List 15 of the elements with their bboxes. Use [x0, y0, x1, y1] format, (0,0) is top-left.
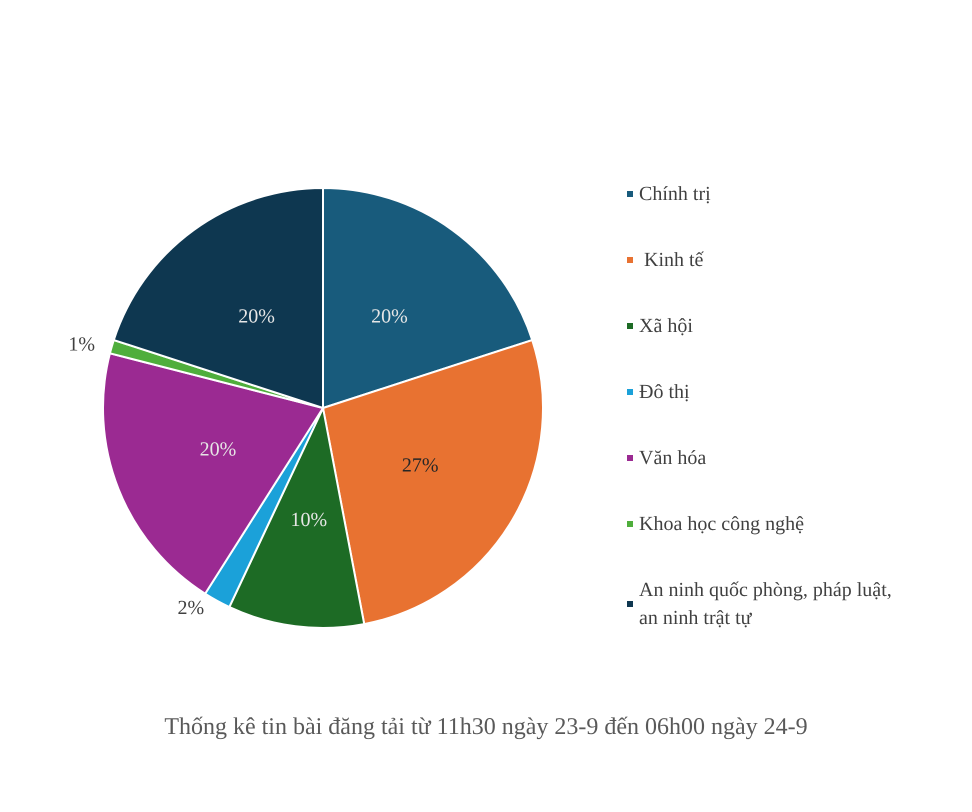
- legend-label: Xã hội: [639, 315, 694, 337]
- data-label: 27%: [402, 454, 439, 477]
- data-label: 20%: [371, 306, 408, 328]
- data-label: 20%: [200, 438, 236, 461]
- legend-label: Khoa học công nghệ: [639, 513, 804, 535]
- legend-label: Chính trị: [639, 183, 712, 205]
- legend-label: An ninh quốc phòng, pháp luật, an ninh trật tự: [639, 579, 897, 629]
- legend-label: Đô thị: [639, 381, 690, 403]
- data-label: 2%: [177, 596, 204, 619]
- legend-label: Văn hóa: [639, 447, 706, 469]
- text: Thống kê tin bài đăng tải từ 11h30 ngày 23-9 đến 06h00 ngày 24-9: [164, 714, 808, 740]
- data-label: 10%: [290, 509, 328, 532]
- data-label: 20%: [238, 306, 275, 328]
- legend-label: Kinh tế: [639, 249, 705, 271]
- data-label: 1%: [68, 333, 96, 356]
